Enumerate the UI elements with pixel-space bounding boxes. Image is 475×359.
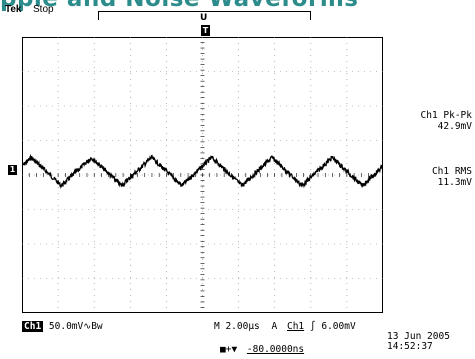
position-icon: ■+▼ <box>220 344 238 355</box>
timestamp-date: 13 Jun 2005 <box>387 331 450 342</box>
measurement-rms: Ch1 RMS 11.3mV <box>386 166 472 188</box>
trigger-mode: A <box>271 321 278 332</box>
timebase-readout: M 2.00μs A Ch1 ∫ 6.00mV <box>214 321 356 332</box>
trigger-slope-icon: ∫ <box>309 321 316 332</box>
tek-logo: Tek <box>5 4 22 15</box>
channel-scale-readout: Ch1 50.0mV∿Bw <box>22 321 103 332</box>
ch1-badge: Ch1 <box>22 321 44 332</box>
measurement-pkpk: Ch1 Pk-Pk 42.9mV <box>386 110 472 132</box>
acquisition-status: Stop <box>33 4 54 15</box>
trigger-level: 6.00mV <box>321 321 356 332</box>
timestamp-time: 14:52:37 <box>387 341 433 352</box>
horizontal-position-value: -80.0000ns <box>246 344 305 355</box>
record-length-bar <box>98 11 311 24</box>
horizontal-position-readout: ■+▼ -80.0000ns <box>220 344 304 355</box>
page-banner-title: pple and Noise Waveforms <box>0 0 475 12</box>
measurement-pkpk-label: Ch1 Pk-Pk <box>420 110 472 121</box>
bandwidth-limit-icon: ∿Bw <box>83 321 103 332</box>
measurement-rms-label: Ch1 RMS <box>431 166 472 177</box>
measurement-pkpk-value: 42.9mV <box>437 121 472 132</box>
ch1-waveform-trace <box>22 153 383 190</box>
measurement-rms-value: 11.3mV <box>437 177 472 188</box>
trigger-point-marker: T <box>201 25 210 36</box>
trigger-position-indicator: U <box>200 13 208 23</box>
graticule-svg <box>22 37 383 313</box>
timestamp: 13 Jun 2005 14:52:37 <box>387 332 450 352</box>
ch1-ground-marker: 1 <box>8 165 17 175</box>
volts-per-div: 50.0mV <box>48 321 84 332</box>
timebase: M 2.00μs <box>214 321 260 332</box>
trigger-source: Ch1 <box>286 321 305 332</box>
oscilloscope-graticule <box>22 37 383 313</box>
